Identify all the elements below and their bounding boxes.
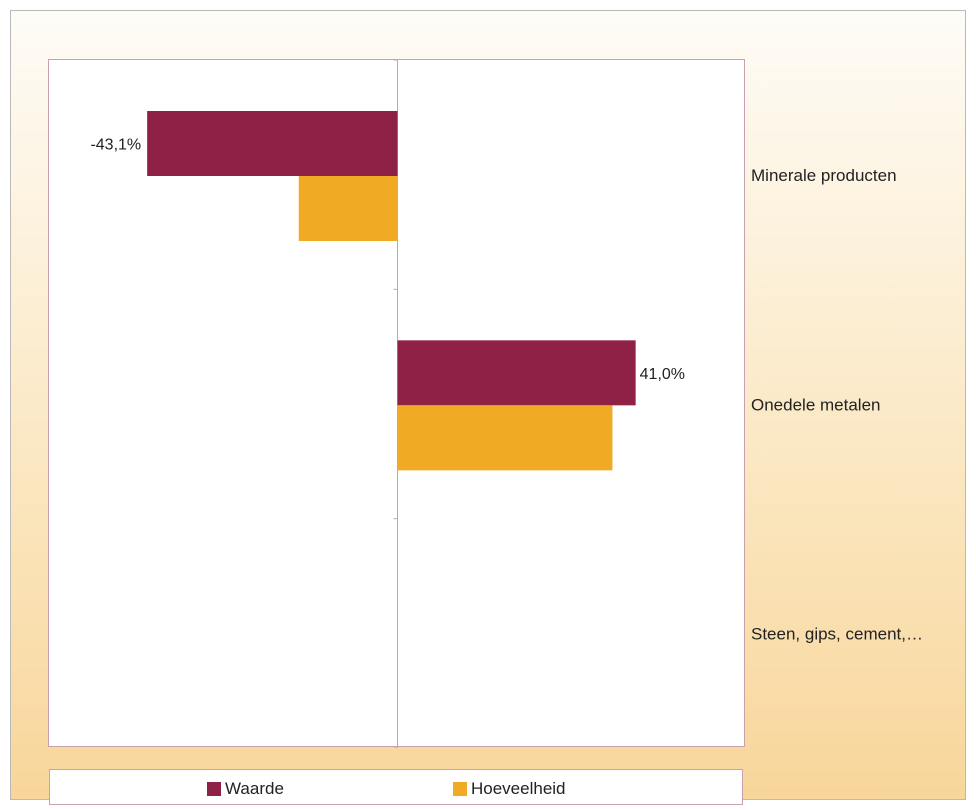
legend-label-waarde: Waarde [225, 779, 284, 798]
legend-label-hoeveelheid: Hoeveelheid [471, 779, 566, 798]
bar-waarde-minerale-producten [147, 111, 398, 176]
chart-svg: -43,1% 41,0% [90, 60, 685, 748]
bar-hoeveelheid-onedele-metalen [397, 405, 613, 471]
legend: Waarde Hoeveelheid [49, 769, 743, 805]
bar-hoeveelheid-minerale-producten [298, 176, 398, 241]
legend-item-waarde: Waarde [207, 779, 284, 799]
legend-swatch-hoeveelheid [453, 782, 467, 796]
data-label-waarde-onedele-metalen: 41,0% [640, 366, 685, 383]
category-label-minerale-producten: Minerale producten [751, 166, 897, 185]
bar-waarde-onedele-metalen [397, 340, 636, 406]
data-label-waarde-minerale-producten: -43,1% [90, 137, 141, 154]
legend-swatch-waarde [207, 782, 221, 796]
plot-area: -43,1% 41,0% [48, 59, 745, 748]
legend-item-hoeveelheid: Hoeveelheid [453, 779, 566, 799]
category-label-steen-gips-cement: Steen, gips, cement,… [751, 625, 923, 644]
category-label-onedele-metalen: Onedele metalen [751, 395, 880, 414]
chart-area: -43,1% 41,0% Waarde Hoeveelheid Minerale … [10, 10, 966, 805]
